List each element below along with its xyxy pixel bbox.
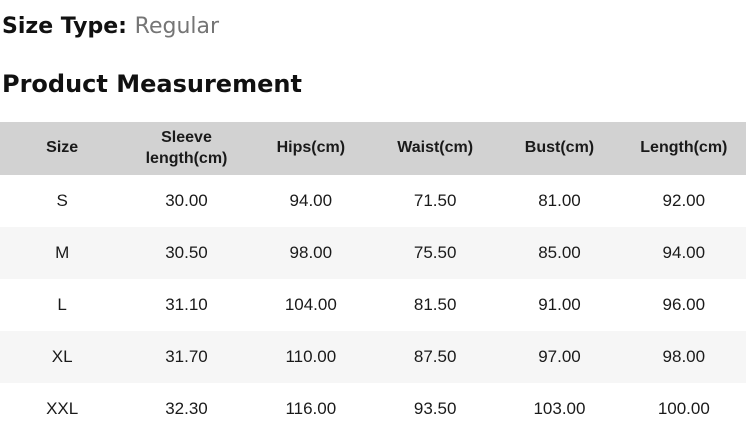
value-cell: 94.00 xyxy=(289,191,333,210)
value-cell: 92.00 xyxy=(662,191,706,210)
value-cell: 103.00 xyxy=(533,399,586,418)
column-header-size: Size xyxy=(46,139,79,157)
size-cell: M xyxy=(55,243,70,262)
column-header-sleeve-length: Sleeve length(cm) xyxy=(145,128,228,167)
value-cell: 98.00 xyxy=(662,347,706,366)
table-row-xl: XL 31.70 110.00 87.50 97.00 98.00 xyxy=(0,331,746,383)
value-cell: 100.00 xyxy=(657,399,710,418)
size-cell: S xyxy=(56,191,68,210)
measurement-table: Size Sleeve length(cm) Hips(cm) Waist(cm… xyxy=(0,122,746,435)
value-cell: 81.50 xyxy=(413,295,457,314)
value-cell: 30.50 xyxy=(165,243,208,262)
table-header-row: Size Sleeve length(cm) Hips(cm) Waist(cm… xyxy=(0,122,746,175)
column-header-waist: Waist(cm) xyxy=(397,139,474,157)
product-size-section: Size Type: Regular Product Measurement S… xyxy=(0,12,750,435)
size-type-line: Size Type: Regular xyxy=(2,12,750,42)
value-cell: 87.50 xyxy=(413,347,457,366)
value-cell: 30.00 xyxy=(165,191,208,210)
value-cell: 96.00 xyxy=(662,295,706,314)
size-cell: XXL xyxy=(46,399,79,418)
table-row-s: S 30.00 94.00 71.50 81.00 92.00 xyxy=(0,175,746,227)
value-cell: 75.50 xyxy=(413,243,457,262)
value-cell: 71.50 xyxy=(413,191,457,210)
size-cell: XL xyxy=(51,347,73,366)
value-cell: 97.00 xyxy=(538,347,581,366)
value-cell: 85.00 xyxy=(538,243,581,262)
value-cell: 91.00 xyxy=(538,295,581,314)
size-type-label: Size Type: xyxy=(2,14,127,39)
value-cell: 98.00 xyxy=(289,243,333,262)
value-cell: 94.00 xyxy=(662,243,706,262)
value-cell: 31.10 xyxy=(165,295,208,314)
value-cell: 81.00 xyxy=(538,191,581,210)
value-cell: 110.00 xyxy=(285,347,337,366)
value-cell: 116.00 xyxy=(285,399,337,418)
size-type-value: Regular xyxy=(134,14,220,39)
value-cell: 104.00 xyxy=(284,295,337,314)
table-row-xxl: XXL 32.30 116.00 93.50 103.00 100.00 xyxy=(0,383,746,435)
table-row-l: L 31.10 104.00 81.50 91.00 96.00 xyxy=(0,279,746,331)
value-cell: 93.50 xyxy=(413,399,457,418)
table-row-m: M 30.50 98.00 75.50 85.00 94.00 xyxy=(0,227,746,279)
value-cell: 31.70 xyxy=(165,347,208,366)
column-header-length: Length(cm) xyxy=(640,139,728,157)
value-cell: 32.30 xyxy=(165,399,208,418)
section-title: Product Measurement xyxy=(2,70,302,98)
column-header-hips: Hips(cm) xyxy=(276,139,346,157)
column-header-bust: Bust(cm) xyxy=(524,139,595,157)
size-cell: L xyxy=(57,295,67,314)
